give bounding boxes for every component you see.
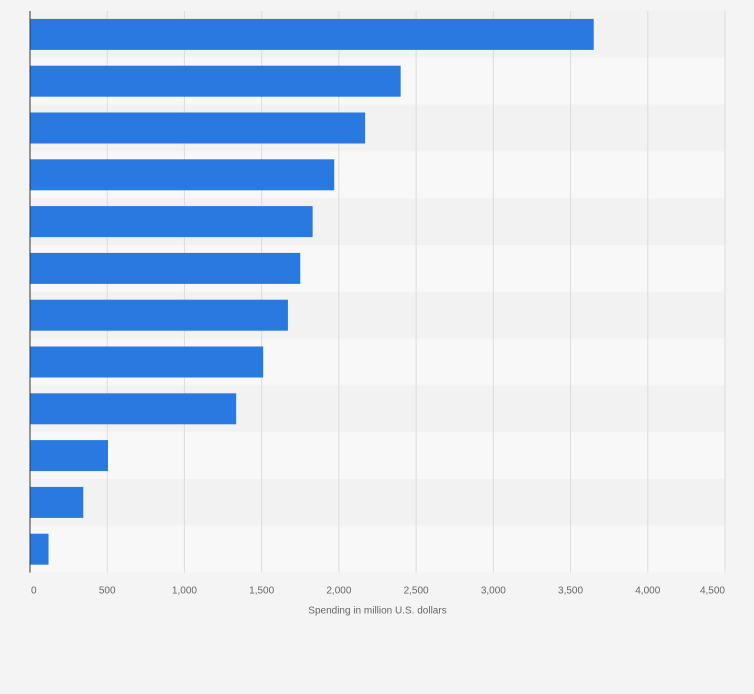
x-tick-labels: 0 500 1,000 1,500 2,000 2,500 3,000 3,500 4,000 4… [31, 586, 725, 597]
x-tick-label: 2,000 [326, 586, 351, 597]
bar[interactable] [30, 18, 594, 50]
bar[interactable] [30, 112, 366, 144]
bar[interactable] [30, 440, 108, 472]
bar[interactable] [30, 299, 288, 331]
x-axis-label: Spending in million U.S. dollars [308, 606, 446, 617]
bar[interactable] [30, 65, 401, 97]
bar[interactable] [30, 206, 313, 238]
x-tick-label: 3,000 [481, 586, 506, 597]
bar[interactable] [30, 533, 49, 565]
x-tick-label: 4,000 [635, 586, 660, 597]
x-tick-label: 0 [31, 586, 37, 597]
row-band [30, 432, 725, 479]
x-tick-label: 1,000 [172, 586, 197, 597]
x-tick-label: 4,500 [700, 586, 725, 597]
bar[interactable] [30, 393, 237, 425]
bar[interactable] [30, 159, 335, 191]
x-tick-label: 2,500 [404, 586, 429, 597]
bar[interactable] [30, 346, 264, 378]
bars [30, 18, 594, 565]
x-tick-label: 1,500 [249, 586, 274, 597]
x-tick-label: 500 [99, 586, 116, 597]
bar[interactable] [30, 486, 84, 518]
row-band [30, 525, 725, 573]
row-band [30, 479, 725, 526]
gridlines [106, 11, 726, 573]
x-tick-label: 3,500 [558, 586, 583, 597]
bar[interactable] [30, 252, 301, 284]
